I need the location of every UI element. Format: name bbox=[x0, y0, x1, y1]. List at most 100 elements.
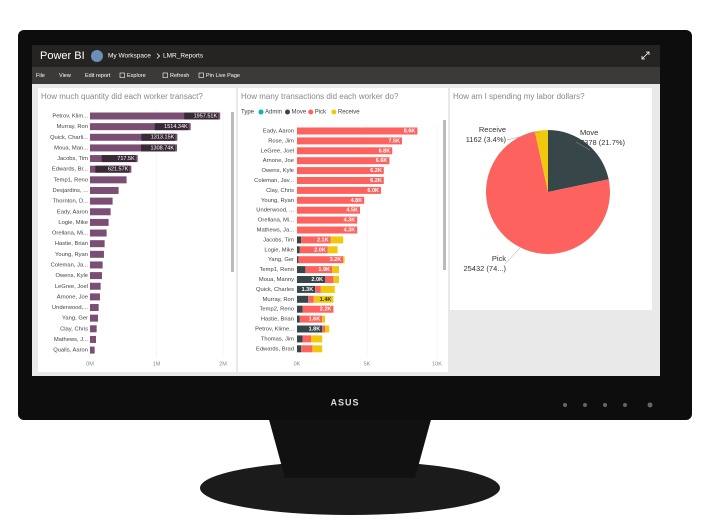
bar bbox=[90, 282, 101, 290]
slice-name: Move bbox=[580, 128, 598, 137]
data-label: 4.5K bbox=[346, 208, 358, 214]
x-tick-label: 10K bbox=[432, 361, 442, 367]
bar bbox=[90, 314, 98, 322]
bar-segment bbox=[343, 256, 345, 264]
legend-swatch bbox=[331, 109, 337, 115]
category-label: Hastie, Brian bbox=[55, 241, 88, 247]
data-label: 6.2K bbox=[370, 168, 382, 174]
leader-line bbox=[504, 247, 521, 265]
data-label: 4.8K bbox=[351, 198, 363, 204]
slice-label: 1162 (3.4%) bbox=[466, 135, 507, 144]
bar-segment bbox=[312, 345, 323, 353]
category-label: Murray, Ron bbox=[57, 124, 88, 130]
category-label: Arnone, Joe bbox=[263, 158, 294, 164]
bar-segment bbox=[315, 285, 321, 293]
data-label: 7.5K bbox=[388, 138, 400, 144]
category-label: Yang, Ger bbox=[268, 257, 294, 263]
breadcrumb[interactable]: LMR_Reports bbox=[163, 53, 204, 60]
category-label: Eady, Aaron bbox=[57, 209, 88, 215]
slice-name: Receive bbox=[479, 125, 506, 134]
bar-segment bbox=[297, 177, 384, 184]
toolbar-item[interactable]: View bbox=[59, 73, 71, 79]
bar-segment bbox=[302, 305, 334, 313]
data-label-box bbox=[184, 112, 219, 120]
category-label: Coleman, Jav... bbox=[254, 178, 294, 184]
data-label: 8.6K bbox=[404, 128, 416, 134]
toolbar-item[interactable]: File bbox=[36, 73, 45, 79]
bar-segment bbox=[297, 305, 303, 313]
data-label: 6.2K bbox=[370, 178, 382, 184]
category-label: Owens, Kyle bbox=[261, 168, 294, 174]
data-label: 2.1K bbox=[317, 237, 329, 243]
toolbar-icon bbox=[198, 72, 204, 78]
data-label: 1.4K bbox=[320, 297, 332, 303]
monitor-buttons bbox=[563, 402, 653, 408]
bar-segment bbox=[322, 315, 325, 323]
category-label: Quick, Charles bbox=[256, 287, 294, 293]
bar-segment bbox=[297, 216, 358, 224]
expand-icon[interactable] bbox=[641, 51, 650, 60]
bar bbox=[90, 176, 127, 184]
bar-segment bbox=[297, 285, 316, 293]
slice-label: 25432 (74...) bbox=[463, 264, 506, 273]
data-label-box bbox=[154, 123, 189, 131]
bar-segment bbox=[297, 226, 358, 234]
category-label: Rose, Jim bbox=[268, 138, 294, 144]
bar bbox=[90, 197, 113, 205]
category-label: Jacobs, Tim bbox=[263, 237, 294, 243]
category-label: Young, Ryan bbox=[261, 198, 294, 204]
data-label: 2.2K bbox=[320, 307, 332, 313]
chart-title: How am I spending my labor dollars? bbox=[453, 92, 585, 101]
x-tick-label: 1M bbox=[153, 361, 161, 367]
category-label: Jacobs, Tim bbox=[57, 156, 88, 162]
data-label: 1.8K bbox=[309, 326, 321, 332]
scrollbar[interactable] bbox=[443, 120, 446, 270]
category-label: Clay, Chris bbox=[60, 326, 88, 332]
bar-segment bbox=[322, 325, 325, 333]
bar-segment bbox=[297, 186, 381, 194]
toolbar-icon bbox=[162, 72, 168, 78]
scrollbar[interactable] bbox=[231, 112, 234, 272]
bar bbox=[90, 335, 96, 343]
category-label: Qualls, Aaron bbox=[53, 348, 88, 354]
data-label-box bbox=[141, 133, 176, 141]
bar-segment bbox=[297, 335, 303, 343]
bar bbox=[90, 261, 103, 269]
category-label: Thornton, D... bbox=[53, 199, 89, 205]
data-label: 1.6K bbox=[309, 317, 321, 323]
category-label: Moua, Man... bbox=[54, 145, 88, 151]
bar bbox=[90, 218, 109, 226]
category-label: Orellana, Mi... bbox=[258, 218, 294, 224]
bar bbox=[90, 240, 105, 248]
category-label: Temp2, Reno bbox=[260, 307, 294, 313]
toolbar-item[interactable]: Pin Live Page bbox=[206, 73, 240, 79]
bar-segment bbox=[299, 315, 323, 323]
category-label: Murray, Ron bbox=[263, 297, 294, 303]
toolbar-item[interactable]: Explore bbox=[127, 73, 146, 79]
data-label-box bbox=[95, 165, 130, 173]
toolbar-item[interactable]: Edit report bbox=[85, 73, 111, 79]
category-label: Young, Ryan bbox=[55, 252, 88, 258]
bar bbox=[90, 123, 191, 131]
data-label: 6.0K bbox=[367, 188, 379, 194]
x-tick-label: 2M bbox=[219, 361, 227, 367]
category-label: Temp1, Reno bbox=[54, 177, 88, 183]
bar bbox=[90, 304, 99, 312]
legend-title: Type bbox=[241, 110, 255, 116]
breadcrumb[interactable]: My Workspace bbox=[108, 53, 151, 60]
legend-swatch bbox=[258, 109, 264, 115]
stand-base bbox=[200, 461, 500, 515]
x-tick-label: 0K bbox=[294, 361, 301, 367]
data-label: 1514.34K bbox=[164, 124, 188, 130]
bar-segment bbox=[332, 266, 339, 274]
bar bbox=[90, 325, 97, 333]
bar-segment bbox=[298, 256, 344, 264]
bar-segment bbox=[311, 335, 323, 343]
bar-segment bbox=[305, 266, 332, 274]
bar-segment bbox=[297, 266, 306, 274]
avatar[interactable] bbox=[91, 50, 103, 62]
category-label: Thomas, Jim bbox=[261, 336, 294, 342]
legend-label: Admin bbox=[265, 110, 282, 116]
toolbar-item[interactable]: Refresh bbox=[170, 73, 189, 79]
bar-segment bbox=[325, 325, 330, 333]
